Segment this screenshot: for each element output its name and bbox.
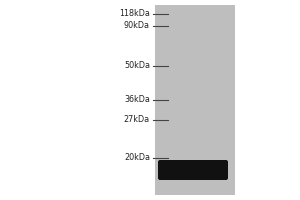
Text: 36kDa: 36kDa bbox=[124, 96, 150, 104]
FancyBboxPatch shape bbox=[158, 160, 228, 180]
Text: 50kDa: 50kDa bbox=[124, 62, 150, 71]
Text: 27kDa: 27kDa bbox=[124, 116, 150, 124]
Text: 20kDa: 20kDa bbox=[124, 154, 150, 162]
Bar bbox=[155, 5, 235, 195]
Text: 118kDa: 118kDa bbox=[119, 9, 150, 19]
Text: 90kDa: 90kDa bbox=[124, 21, 150, 30]
